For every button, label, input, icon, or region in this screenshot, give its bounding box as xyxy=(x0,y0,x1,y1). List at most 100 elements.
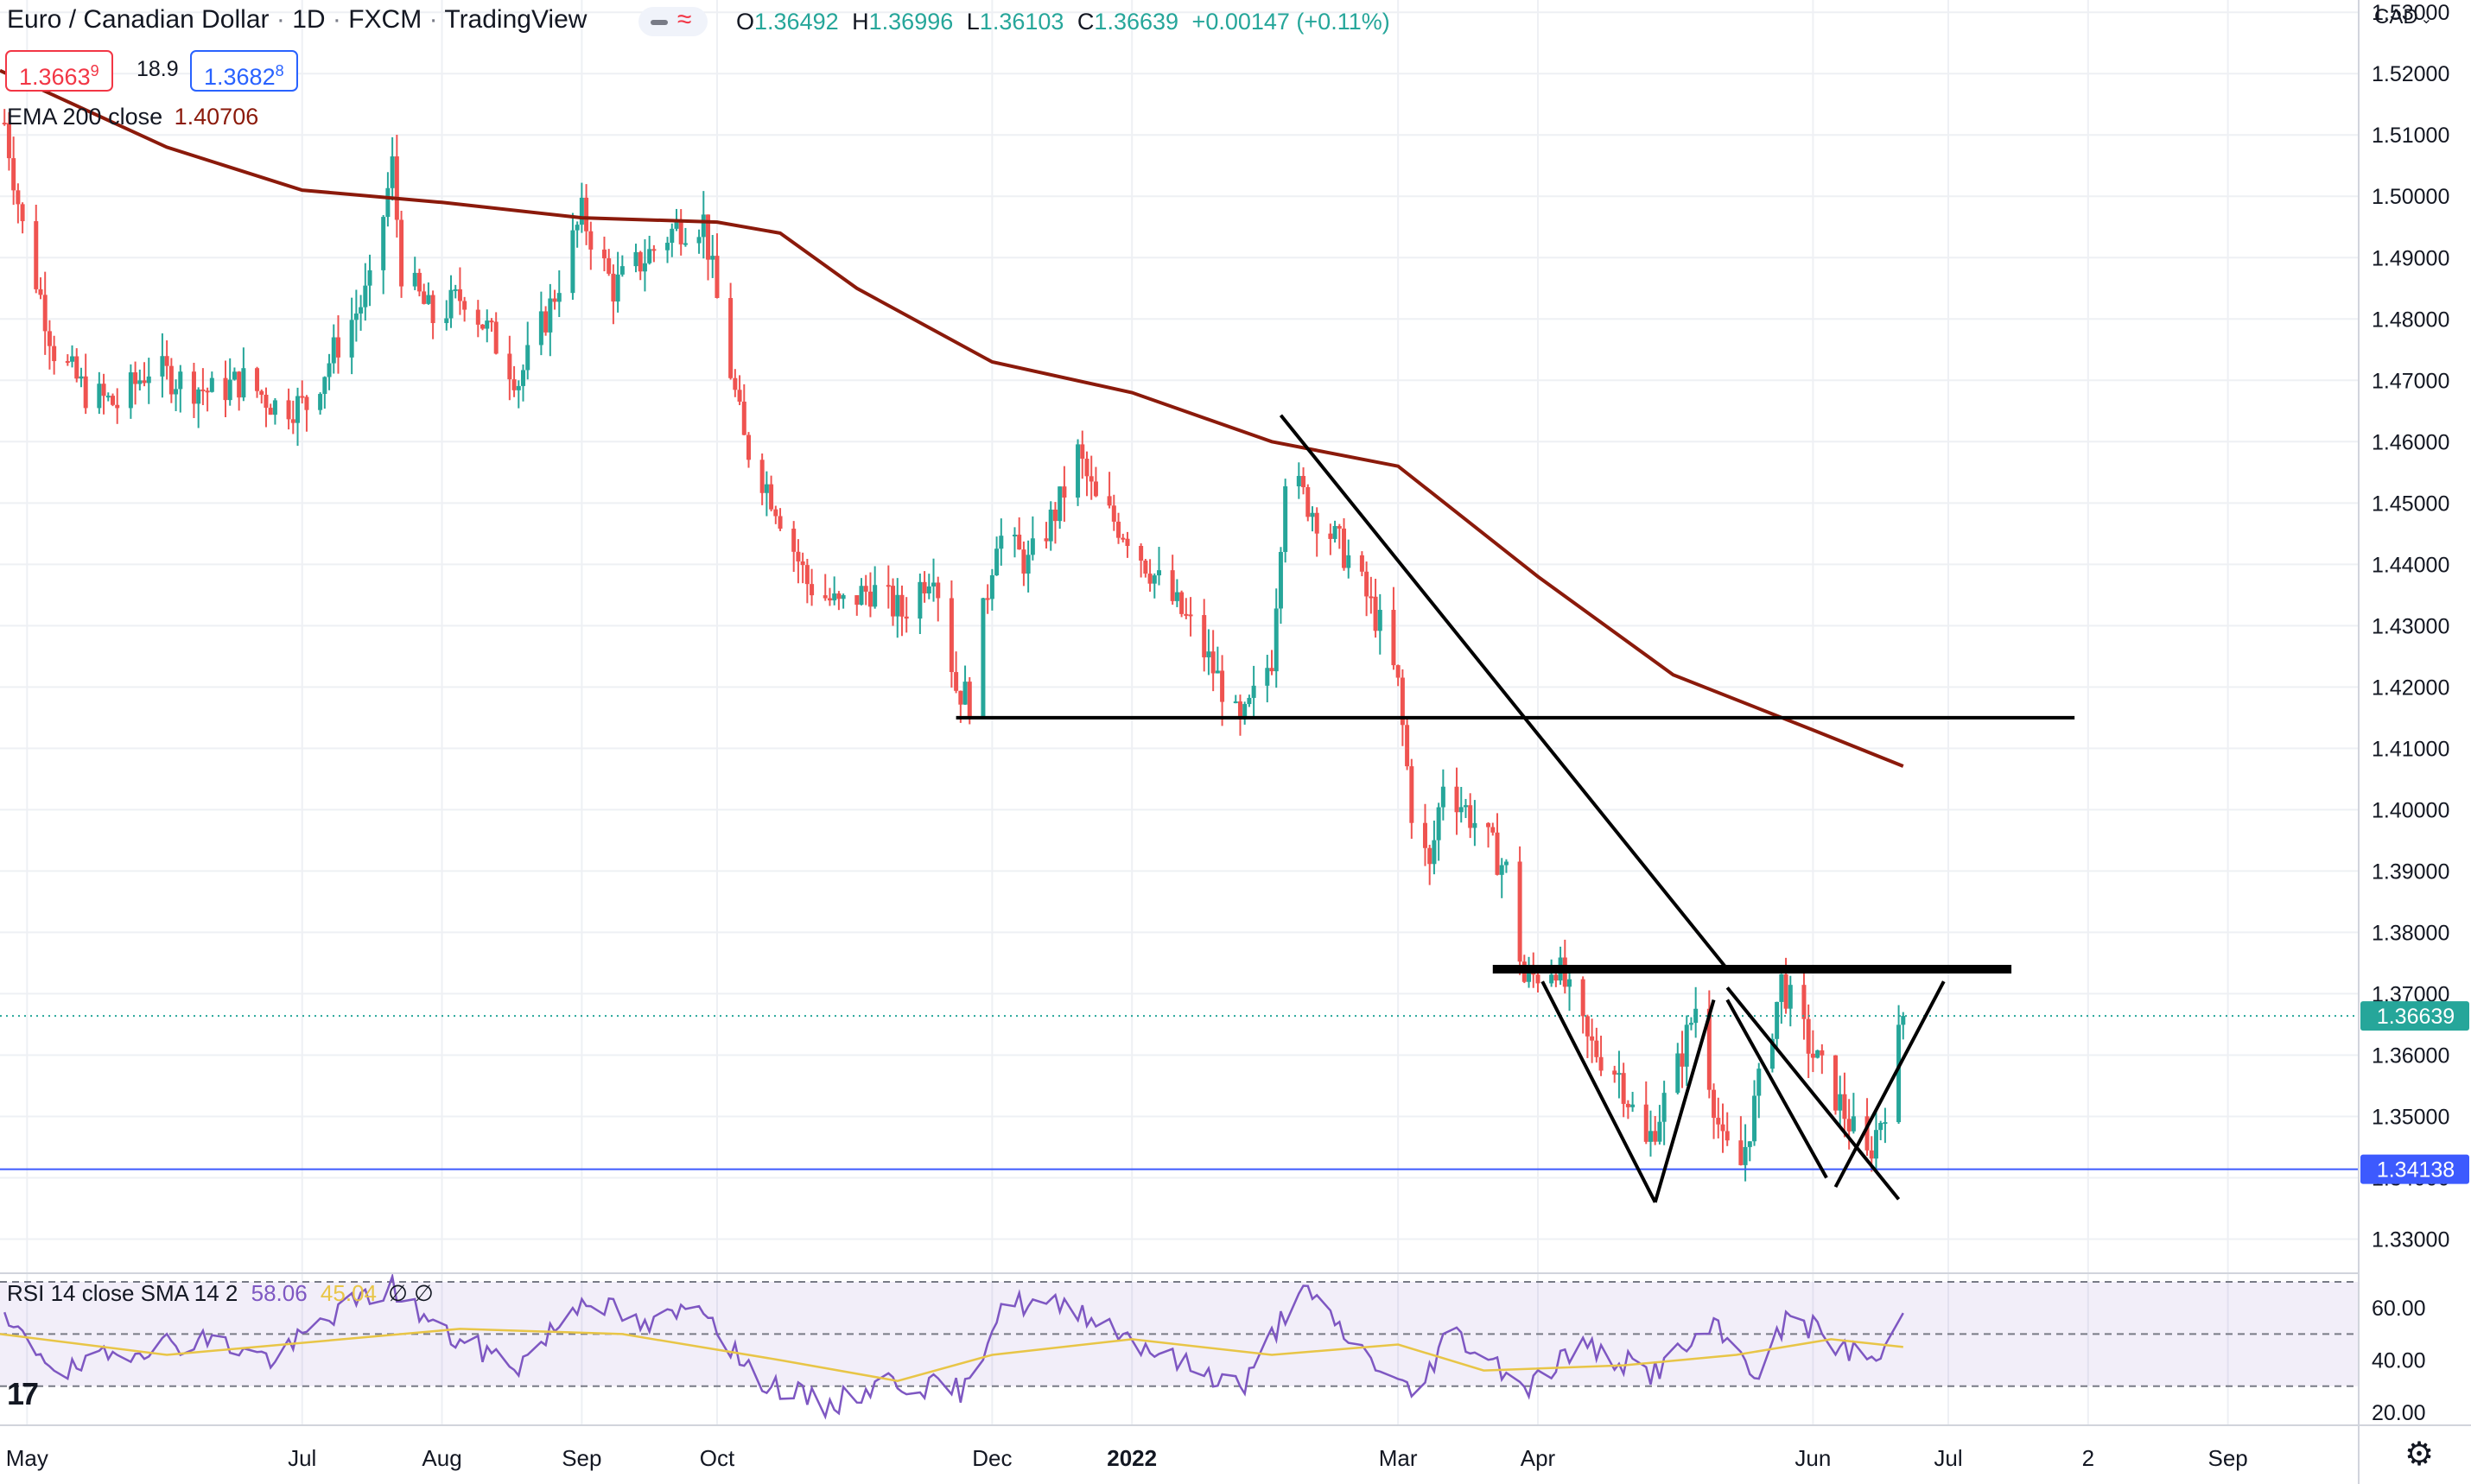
candle-body xyxy=(485,320,490,329)
candle-body xyxy=(34,221,39,289)
price-tick-label: 1.47000 xyxy=(2372,369,2449,393)
candle-body xyxy=(710,256,715,260)
candle-body xyxy=(1089,476,1094,482)
candle-body xyxy=(1527,968,1532,982)
candle-body xyxy=(1278,552,1283,609)
candle-body xyxy=(607,258,612,274)
candle-body xyxy=(1170,570,1175,601)
candle-body xyxy=(823,595,828,599)
sell-button[interactable]: 1.36639 xyxy=(5,50,113,92)
candle-body xyxy=(83,376,88,409)
candle-body xyxy=(322,377,327,395)
time-tick-label: Apr xyxy=(1521,1445,1556,1471)
candle-body xyxy=(1810,1053,1815,1058)
candle-body xyxy=(1274,608,1279,672)
candle-body xyxy=(891,586,896,617)
candle-body xyxy=(647,249,652,263)
eye-off-icon[interactable]: ∅ ∅ xyxy=(388,1280,434,1306)
candle-body xyxy=(701,214,706,238)
candle-body xyxy=(318,394,323,410)
time-tick-label: 2 xyxy=(2082,1445,2094,1471)
price-tick-label: 1.40000 xyxy=(2372,798,2449,822)
candle-body xyxy=(110,396,115,405)
candle-body xyxy=(1783,973,1788,1009)
time-axis[interactable]: May Jul Aug Sep Oct Dec 2022 Mar Apr Jun Jul 2 Sep xyxy=(6,1445,2248,1471)
interval-label[interactable]: 1D xyxy=(292,5,326,34)
drawings-layer[interactable] xyxy=(0,414,2359,1203)
time-tick-label: Jul xyxy=(1934,1445,1962,1471)
tradingview-logo-icon[interactable]: 17 xyxy=(7,1376,39,1411)
candle-body xyxy=(1179,592,1185,614)
time-tick-label: Sep xyxy=(562,1445,601,1471)
candle-body xyxy=(733,377,738,390)
candle-body xyxy=(926,586,931,593)
candle-body xyxy=(1084,459,1089,477)
candle-body xyxy=(1030,538,1035,555)
close-value: 1.36639 xyxy=(1094,9,1179,35)
candle-body xyxy=(331,337,336,364)
price-tick-label: 1.42000 xyxy=(2372,675,2449,700)
rsi-legend[interactable]: RSI 14 close SMA 14 2 58.06 45.04 ∅ ∅ xyxy=(7,1280,434,1307)
candle-body xyxy=(1283,486,1288,553)
trendline-drawing xyxy=(1725,999,1828,1179)
time-tick-label: Sep xyxy=(2207,1445,2247,1471)
trendline-drawing xyxy=(1725,986,1901,1201)
candle-body xyxy=(363,285,368,308)
trendline-drawing xyxy=(1833,980,1946,1189)
price-tick-label: 1.45000 xyxy=(2372,491,2449,516)
candle-body xyxy=(1220,670,1225,702)
candle-body xyxy=(570,230,575,294)
candle-body xyxy=(1052,509,1058,522)
candle-body xyxy=(1549,974,1554,984)
candle-body xyxy=(52,346,57,362)
market-status-toggle[interactable]: ≈ xyxy=(638,5,708,36)
candle-body xyxy=(827,598,832,601)
candle-body xyxy=(1878,1123,1883,1131)
symbol-legend[interactable]: Euro / Canadian Dollar · 1D · FXCM · Tra… xyxy=(7,5,588,34)
candle-body xyxy=(1058,486,1063,522)
gear-icon[interactable]: ⚙ xyxy=(2404,1436,2435,1473)
ema-legend[interactable]: EMA 200 close 1.40706 xyxy=(7,104,258,130)
candle-body xyxy=(619,266,625,275)
candle-body xyxy=(1752,1095,1757,1142)
candle-body xyxy=(11,158,16,191)
candle-body xyxy=(1174,592,1179,601)
price-tick-label: 1.46000 xyxy=(2372,430,2449,454)
candle-body xyxy=(65,361,70,364)
candle-body xyxy=(1093,481,1098,497)
candle-body xyxy=(678,220,683,244)
candle-body xyxy=(1901,1016,1906,1025)
price-tick-label: 1.53000 xyxy=(2372,1,2449,25)
buy-button[interactable]: 1.36828 xyxy=(190,50,298,92)
candle-body xyxy=(1215,670,1220,674)
candle-body xyxy=(390,156,395,188)
candle-body xyxy=(1157,570,1162,576)
candle-body xyxy=(1820,1050,1825,1056)
rsi-pane xyxy=(0,1272,2359,1420)
candle-body xyxy=(873,585,878,607)
symbol-name[interactable]: Euro / Canadian Dollar xyxy=(7,5,270,34)
candle-body xyxy=(670,228,675,244)
candle-body xyxy=(191,371,196,404)
candle-body xyxy=(1846,1119,1852,1132)
ema-label: EMA 200 close xyxy=(7,104,163,130)
candle-body xyxy=(1332,525,1337,539)
candle-body xyxy=(638,251,643,272)
time-tick-label: Mar xyxy=(1379,1445,1418,1471)
candle-body xyxy=(1337,525,1342,529)
candle-body xyxy=(1517,861,1522,962)
candle-body xyxy=(1851,1116,1856,1132)
candle-body xyxy=(683,243,688,245)
candle-body xyxy=(706,214,711,260)
candle-body xyxy=(1021,549,1026,574)
candle-body xyxy=(746,434,752,460)
candle-body xyxy=(448,289,454,319)
currency-button[interactable]: CAD ⌄ xyxy=(2374,5,2433,29)
candle-body xyxy=(804,565,810,585)
candle-body xyxy=(1535,974,1540,984)
candle-body xyxy=(1598,1056,1604,1071)
candle-body xyxy=(1373,596,1378,631)
candle-body xyxy=(227,379,232,401)
